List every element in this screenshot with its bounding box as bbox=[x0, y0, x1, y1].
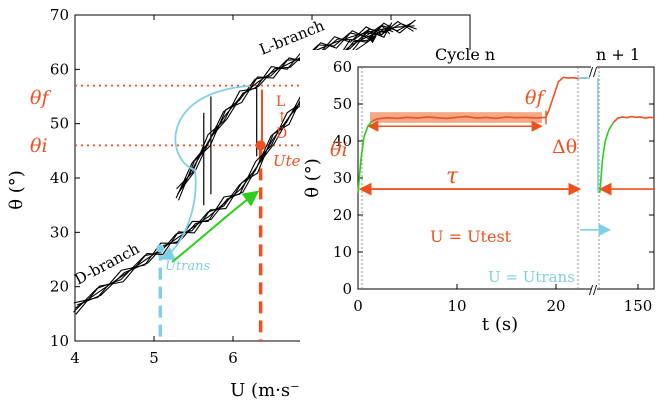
inset-x-tick-label: 0 bbox=[353, 297, 363, 315]
decrease-speed-arrow bbox=[159, 85, 251, 260]
inset-x-axis-label: t (s) bbox=[482, 314, 518, 335]
l-to-d-arrow: ↑ bbox=[276, 110, 288, 126]
delta-theta-label: Δθ bbox=[552, 136, 577, 158]
hysteresis-curve bbox=[177, 19, 416, 201]
inset-y-tick-label: 30 bbox=[333, 169, 352, 187]
left-y-tick-label: 20 bbox=[50, 278, 69, 296]
d-branch-label: D-branch bbox=[71, 239, 142, 288]
left-x-tick-label: 4 bbox=[70, 349, 80, 367]
inset-axis-ticks: 0 10 20 30 40 50 60 0 10 20 150 bbox=[333, 58, 654, 315]
l-letter: L bbox=[276, 94, 285, 110]
increase-speed-arrow bbox=[171, 190, 260, 263]
left-hysteresis-curves bbox=[73, 19, 417, 315]
left-y-tick-label: 30 bbox=[50, 223, 69, 241]
rise-segment bbox=[357, 120, 374, 193]
cycle-n-label: Cycle n bbox=[435, 45, 495, 64]
left-y-tick-label: 40 bbox=[50, 169, 69, 187]
theta-time-series bbox=[612, 115, 655, 124]
inset-x-tick-label: 20 bbox=[546, 297, 565, 315]
hysteresis-curve bbox=[73, 25, 391, 304]
axis-break-gap bbox=[591, 65, 597, 291]
cycle-n-plus-1-label: n + 1 bbox=[596, 45, 640, 64]
u-trans-marker bbox=[156, 244, 165, 253]
inset-theta-f-label: θf bbox=[525, 87, 546, 109]
theta-f-label: θf bbox=[30, 87, 51, 109]
left-y-tick-label: 50 bbox=[50, 115, 69, 133]
break-mark-bottom: // bbox=[589, 283, 598, 297]
inset-y-tick-label: 50 bbox=[333, 95, 352, 113]
left-y-tick-label: 70 bbox=[50, 6, 69, 24]
left-x-tick-label: 6 bbox=[228, 349, 238, 367]
theta-time-series bbox=[372, 76, 588, 122]
d-letter: D bbox=[276, 126, 287, 142]
u-trans-label: Utrans bbox=[165, 259, 211, 274]
rise-segment bbox=[599, 122, 615, 193]
u-eq-utest-label: U = Utest bbox=[430, 227, 512, 246]
inset-theta-i-label: θi bbox=[330, 139, 348, 161]
inset-x-tick-label: 150 bbox=[624, 297, 653, 315]
inset-x-tick-label: 10 bbox=[447, 297, 466, 315]
left-y-tick-label: 60 bbox=[50, 60, 69, 78]
inset-y-axis-label: θ (°) bbox=[302, 158, 323, 198]
inset-y-tick-label: 10 bbox=[333, 243, 352, 261]
hysteresis-curve bbox=[76, 27, 394, 306]
tau-label: τ bbox=[446, 164, 459, 189]
hysteresis-curve bbox=[176, 20, 414, 190]
left-y-tick-label: 10 bbox=[50, 332, 69, 350]
inset-y-tick-label: 60 bbox=[333, 58, 352, 76]
inset-y-tick-label: 40 bbox=[333, 132, 352, 150]
inset-y-tick-label: 0 bbox=[342, 280, 352, 298]
left-x-tick-label: 5 bbox=[149, 349, 159, 367]
inset-time-series bbox=[357, 76, 655, 193]
u-eq-utrans-label: U = Utrans bbox=[488, 268, 575, 286]
u-test-marker bbox=[255, 140, 266, 151]
left-reference-lines bbox=[75, 84, 668, 341]
left-y-axis-label: θ (°) bbox=[6, 170, 27, 210]
left-x-axis-label: U (m·s⁻¹) bbox=[230, 380, 314, 401]
break-mark-top: // bbox=[589, 65, 598, 79]
inset-y-tick-label: 20 bbox=[333, 206, 352, 224]
inset-time-series-chart: 0 10 20 30 40 50 60 0 10 20 150 Cycle n n + 1 t (s… bbox=[300, 45, 668, 407]
theta-i-label: θi bbox=[30, 135, 48, 157]
